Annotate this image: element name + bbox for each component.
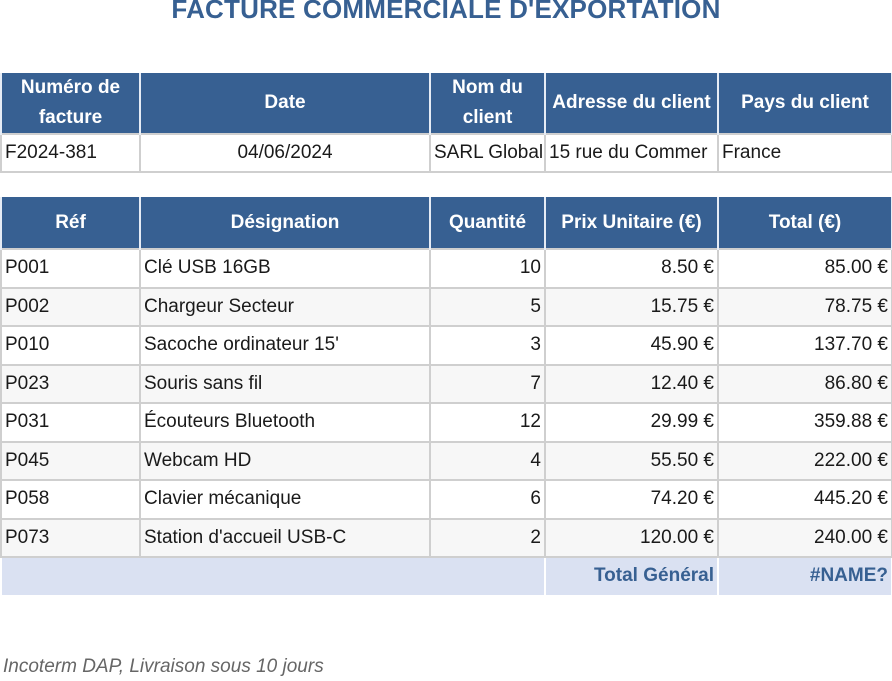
header-quantity: Quantité [429,197,546,249]
ref-cell[interactable]: P002 [0,286,141,327]
header-ref: Réf [0,197,141,249]
quantity-cell[interactable]: 12 [429,402,546,443]
line-total-cell[interactable]: 78.75 € [717,286,892,327]
info-value-row: F2024-381 04/06/2024 SARL Global 15 rue … [0,133,892,173]
table-row: P010 Sacoche ordinateur 15' 3 45.90 € 13… [0,325,892,366]
unit-price-cell[interactable]: 12.40 € [544,363,719,404]
ref-cell[interactable]: P058 [0,479,141,520]
quantity-cell[interactable]: 5 [429,286,546,327]
client-country-cell[interactable]: France [717,133,892,173]
client-address-cell[interactable]: 15 rue du Commer [544,133,719,173]
invoice-number-cell[interactable]: F2024-381 [0,133,141,173]
table-row: P058 Clavier mécanique 6 74.20 € 445.20 … [0,479,892,520]
header-invoice-number: Numéro de facture [0,73,141,134]
quantity-cell[interactable]: 7 [429,363,546,404]
unit-price-cell[interactable]: 15.75 € [544,286,719,327]
unit-price-cell[interactable]: 120.00 € [544,517,719,558]
invoice-info-table: Numéro de facture Date Nom du client Adr… [0,73,892,173]
header-client-country: Pays du client [717,73,892,134]
table-row: P023 Souris sans fil 7 12.40 € 86.80 € [0,363,892,404]
line-total-cell[interactable]: 222.00 € [717,440,892,481]
ref-cell[interactable]: P073 [0,517,141,558]
table-row: P045 Webcam HD 4 55.50 € 222.00 € [0,440,892,481]
table-row: P001 Clé USB 16GB 10 8.50 € 85.00 € [0,248,892,289]
designation-cell[interactable]: Webcam HD [139,440,431,481]
header-unit-price: Prix Unitaire (€) [544,197,719,249]
line-total-cell[interactable]: 85.00 € [717,248,892,289]
unit-price-cell[interactable]: 8.50 € [544,248,719,289]
client-name-cell[interactable]: SARL Global [429,133,546,173]
designation-cell[interactable]: Clavier mécanique [139,479,431,520]
unit-price-cell[interactable]: 29.99 € [544,402,719,443]
table-row: P002 Chargeur Secteur 5 15.75 € 78.75 € [0,286,892,327]
footer-note: Incoterm DAP, Livraison sous 10 jours [3,656,324,677]
unit-price-cell[interactable]: 45.90 € [544,325,719,366]
header-total: Total (€) [717,197,892,249]
ref-cell[interactable]: P031 [0,402,141,443]
quantity-cell[interactable]: 2 [429,517,546,558]
grand-total-row: Total Général #NAME? [0,557,892,595]
designation-cell[interactable]: Écouteurs Bluetooth [139,402,431,443]
designation-cell[interactable]: Souris sans fil [139,363,431,404]
quantity-cell[interactable]: 10 [429,248,546,289]
header-client-name: Nom du client [429,73,546,134]
date-cell[interactable]: 04/06/2024 [139,133,431,173]
header-date: Date [139,73,431,134]
line-total-cell[interactable]: 86.80 € [717,363,892,404]
designation-cell[interactable]: Chargeur Secteur [139,286,431,327]
items-header-row: Réf Désignation Quantité Prix Unitaire (… [0,197,892,249]
table-row: P073 Station d'accueil USB-C 2 120.00 € … [0,517,892,558]
header-client-address: Adresse du client [544,73,719,134]
ref-cell[interactable]: P010 [0,325,141,366]
quantity-cell[interactable]: 3 [429,325,546,366]
unit-price-cell[interactable]: 74.20 € [544,479,719,520]
document-title: FACTURE COMMERCIALE D'EXPORTATION [171,0,721,24]
grand-total-value[interactable]: #NAME? [717,557,892,595]
ref-cell[interactable]: P045 [0,440,141,481]
ref-cell[interactable]: P001 [0,248,141,289]
ref-cell[interactable]: P023 [0,363,141,404]
unit-price-cell[interactable]: 55.50 € [544,440,719,481]
quantity-cell[interactable]: 4 [429,440,546,481]
total-spacer-cell[interactable] [0,557,546,595]
line-total-cell[interactable]: 137.70 € [717,325,892,366]
line-total-cell[interactable]: 240.00 € [717,517,892,558]
header-designation: Désignation [139,197,431,249]
line-total-cell[interactable]: 445.20 € [717,479,892,520]
table-row: P031 Écouteurs Bluetooth 12 29.99 € 359.… [0,402,892,443]
quantity-cell[interactable]: 6 [429,479,546,520]
grand-total-label: Total Général [544,557,719,595]
designation-cell[interactable]: Sacoche ordinateur 15' [139,325,431,366]
items-table: Réf Désignation Quantité Prix Unitaire (… [0,197,892,595]
line-total-cell[interactable]: 359.88 € [717,402,892,443]
designation-cell[interactable]: Station d'accueil USB-C [139,517,431,558]
info-header-row: Numéro de facture Date Nom du client Adr… [0,73,892,134]
designation-cell[interactable]: Clé USB 16GB [139,248,431,289]
